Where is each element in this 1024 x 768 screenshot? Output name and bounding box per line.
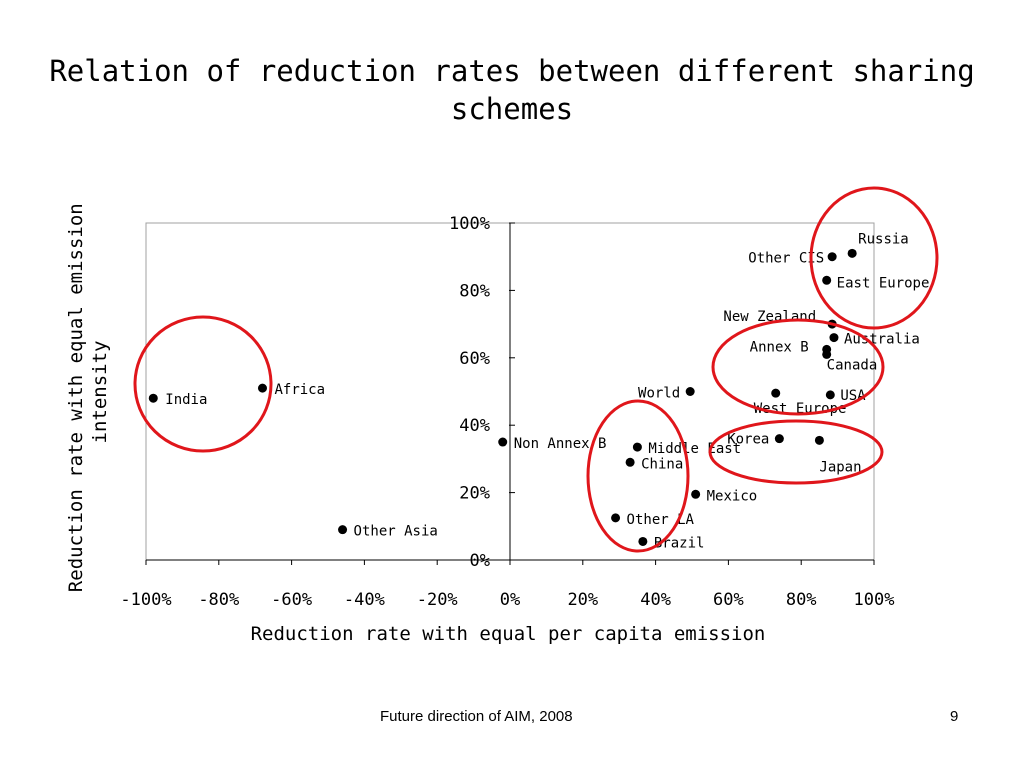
x-tick-label: 40% [640,590,671,610]
point-label-non-annex-b: Non Annex B [514,436,607,452]
footer-text: Future direction of AIM, 2008 [380,708,573,725]
y-axis-title-line-2: intensity [89,341,111,444]
x-tick-label: -80% [198,590,239,610]
point-label-other-la: Other LA [627,512,695,528]
point-other-asia [338,525,348,535]
point-label-world: World [638,386,680,402]
point-japan [814,435,824,445]
y-tick-label: 0% [470,551,490,571]
point-label-korea: Korea [727,432,769,448]
point-label-middle-east: Middle East [648,441,741,457]
point-mexico [691,489,701,499]
point-korea [774,434,784,444]
x-tick-labels: -100% -80% -60% -40% -20% 0% 20% 40% 60% 80% 100% [120,590,894,610]
point-canada [822,349,832,359]
point-label-annex-b: Annex B [750,339,809,355]
scatter-chart: -100% -80% -60% -40% -20% 0% 20% 40% 60% 80% 100% … [65,186,939,645]
x-tick-label: 80% [786,590,817,610]
x-tick-label: 60% [713,590,744,610]
axes [145,222,875,565]
point-label-india: India [165,392,207,408]
y-axis-title: Reduction rate with equal emission inten… [65,192,111,592]
x-tick-label: 20% [567,590,598,610]
point-label-canada: Canada [827,357,878,373]
y-axis-title-line-1: Reduction rate with equal emission [65,203,87,592]
highlight-ellipse-developed [711,318,885,416]
x-tick-label: -60% [271,590,312,610]
x-axis-title: Reduction rate with equal per capita emi… [251,623,766,645]
x-tick-label: -20% [417,590,458,610]
point-other-la [611,513,621,523]
highlight-ellipse-korea-japan [708,419,884,485]
point-brazil [638,536,648,546]
point-china [625,457,635,467]
x-tick-label: 100% [854,590,895,610]
point-africa [257,383,267,393]
point-other-cis [827,252,837,262]
x-tick-label: -100% [120,590,171,610]
slide-title: Relation of reduction rates between diff… [49,54,975,126]
y-tick-label: 20% [459,484,490,504]
point-label-other-asia: Other Asia [354,524,438,540]
point-middle-east [632,442,642,452]
x-tick-label: 0% [500,590,520,610]
point-east-europe [822,275,832,285]
highlight-ellipse-india-africa [133,315,273,453]
point-usa [825,390,835,400]
highlight-ellipse-developing [586,399,690,553]
point-label-other-cis: Other CIS [748,251,824,267]
point-non-annex-b [498,437,508,447]
y-tick-label: 60% [459,349,490,369]
y-tick-label: 40% [459,416,490,436]
point-world [685,387,695,396]
point-label-africa: Africa [274,382,325,398]
highlight-circles [133,186,939,553]
point-label-mexico: Mexico [707,488,758,504]
highlight-ellipse-top-right [809,186,939,330]
point-label-china: China [641,456,683,472]
y-tick-labels: 0% 20% 40% 60% 80% 100% [449,214,490,571]
point-label-russia: Russia [858,231,909,247]
y-tick-label: 80% [459,281,490,301]
point-label-japan: Japan [819,459,861,475]
point-india [148,393,158,403]
page-number: 9 [950,708,959,725]
point-russia [847,248,857,258]
y-tick-label: 100% [449,214,490,234]
point-label-east-europe: East Europe [837,275,930,291]
point-australia [829,333,839,343]
x-tick-label: -40% [344,590,385,610]
point-west-europe [771,388,781,398]
